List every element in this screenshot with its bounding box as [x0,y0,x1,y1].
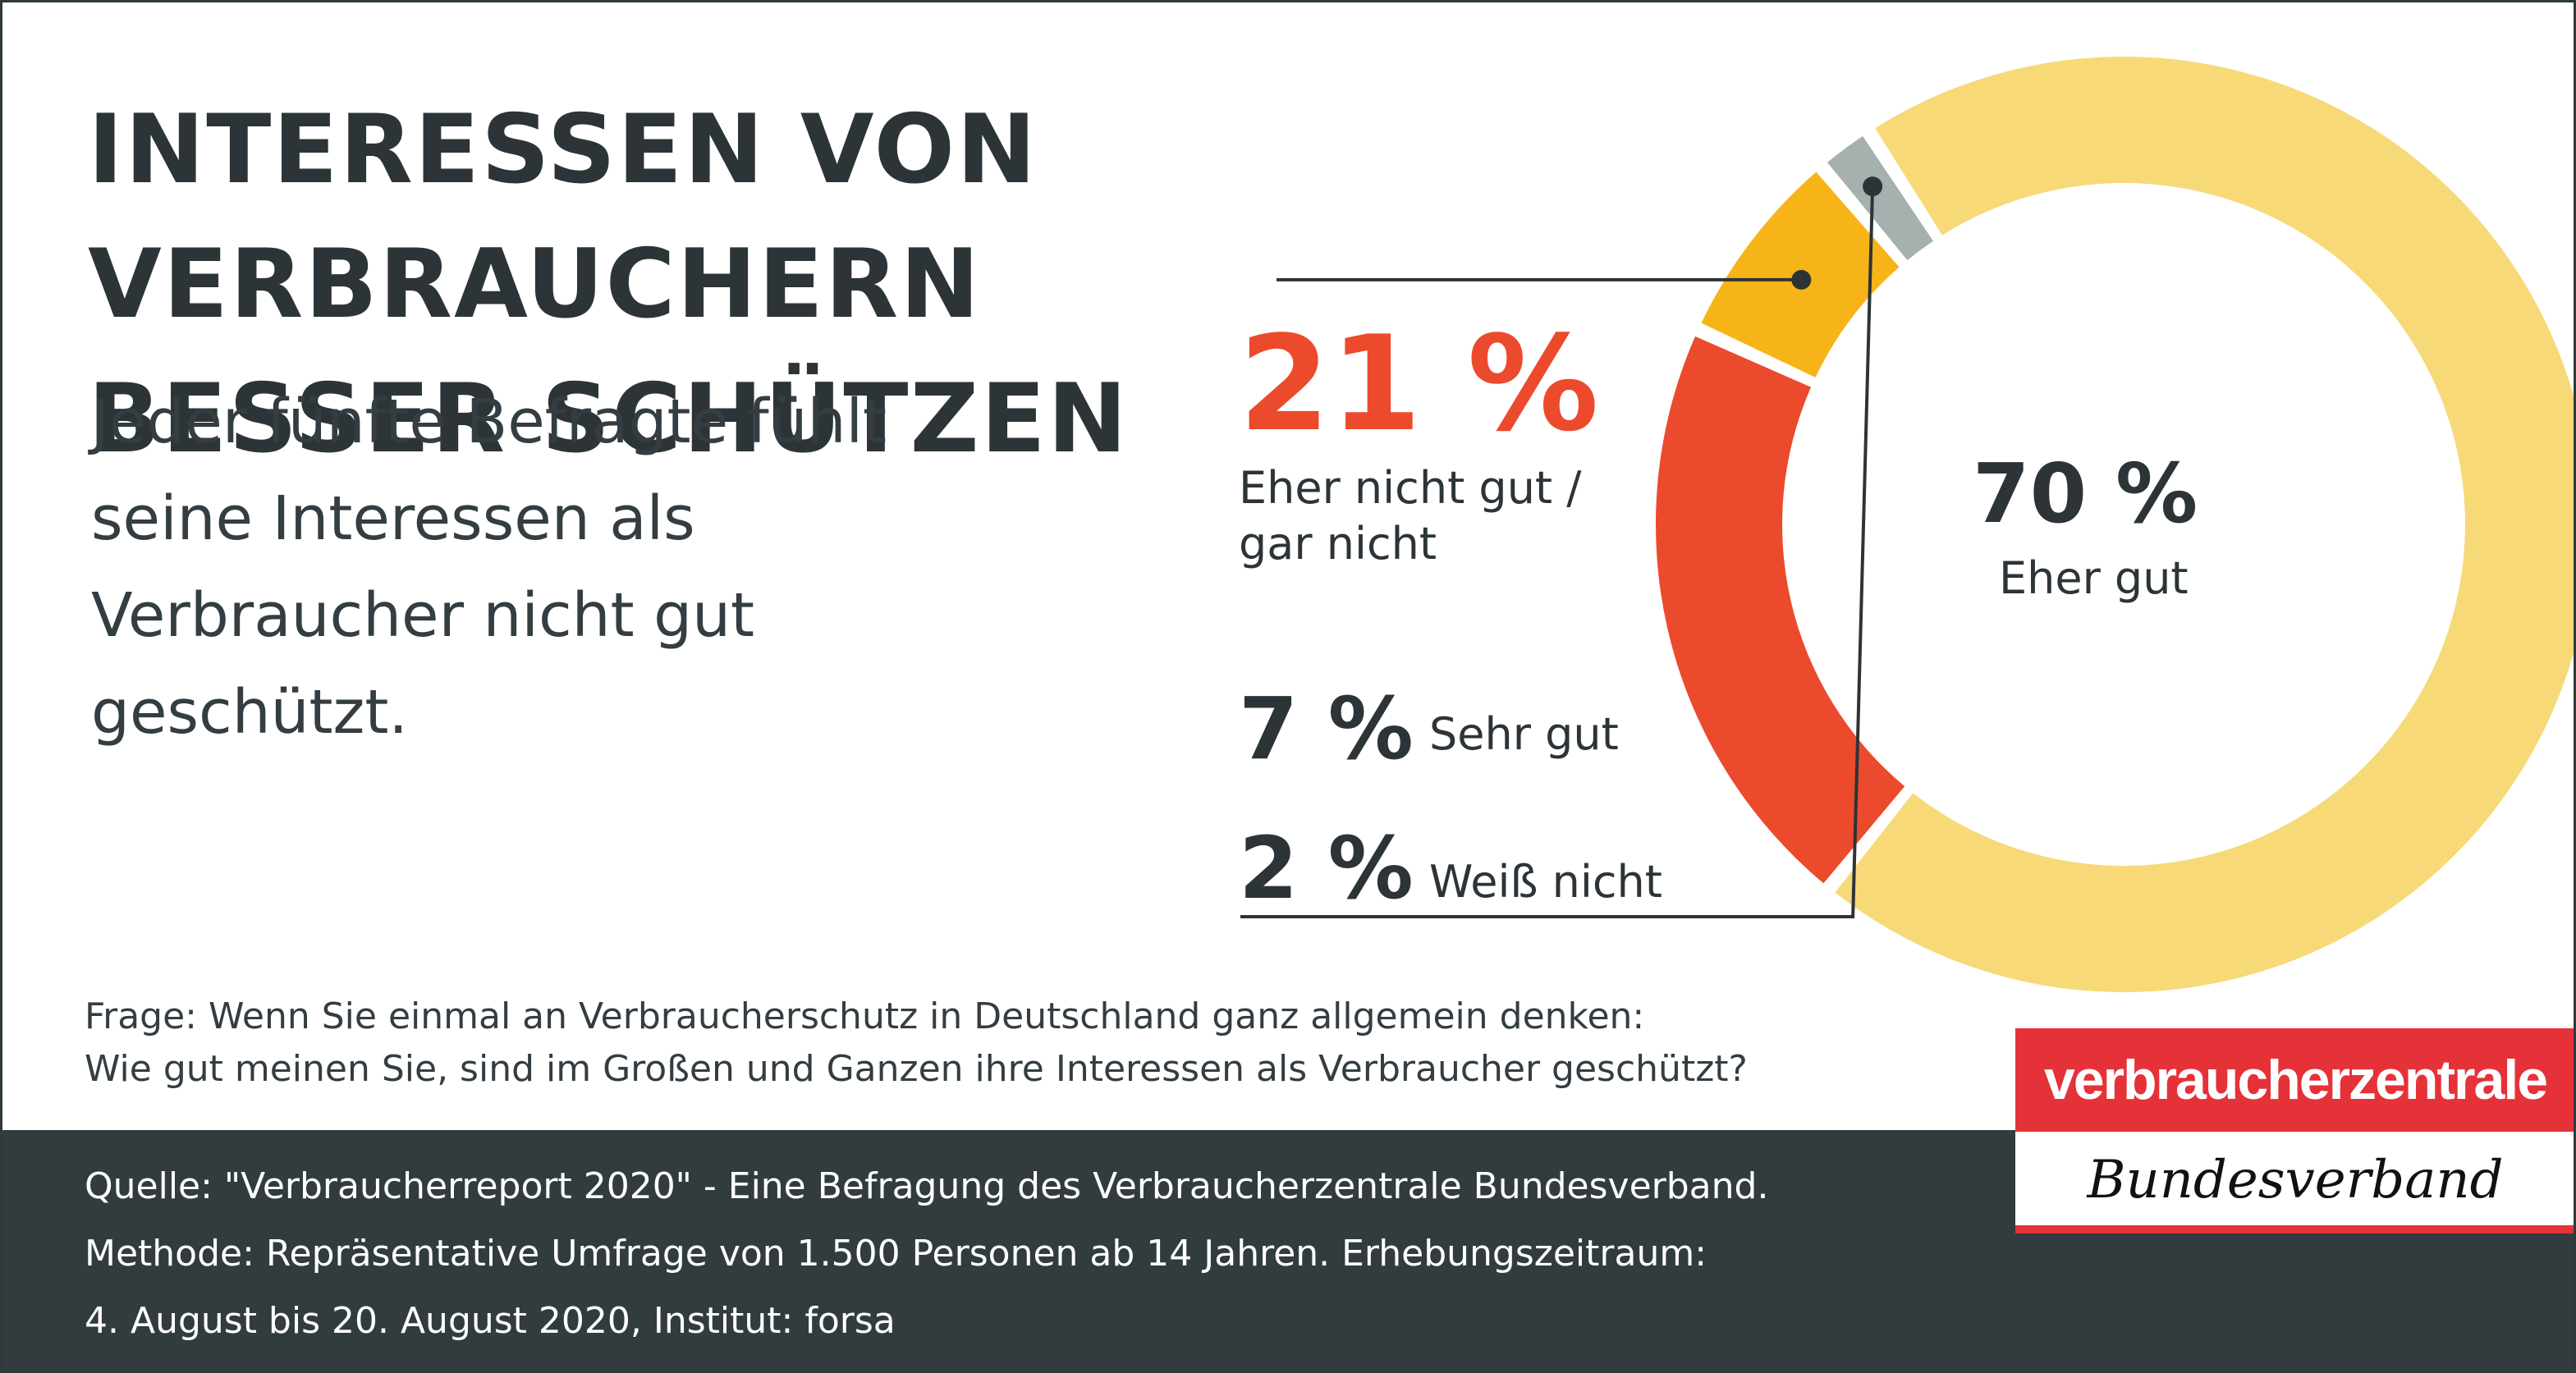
survey-question: Frage: Wenn Sie einmal an Verbrauchersch… [85,991,1748,1096]
logo-subline: Bundesverband [2015,1132,2574,1225]
source-line-2: Methode: Repräsentative Umfrage von 1.50… [85,1233,1707,1275]
category-label-eher-gut: Eher gut [1999,552,2189,604]
title-line-2: BESSER SCHÜTZEN [88,364,1129,474]
category-label-nicht-gut-1: Eher nicht gut / [1239,462,1582,514]
source-line-1: Quelle: "Verbraucherreport 2020" - Eine … [85,1165,1769,1207]
vzbv-logo: verbraucherzentrale Bundesverband [2015,1028,2574,1233]
source-line-3: 4. August bis 20. August 2020, Institut:… [85,1300,896,1342]
title-line-1: INTERESSEN VON VERBRAUCHERN [88,94,1038,340]
category-label-weiss-nicht: Weiß nicht [1429,856,1662,908]
value-label-nicht-gut: 21 % [1239,307,1599,460]
question-line-1: Frage: Wenn Sie einmal an Verbrauchersch… [85,995,1645,1037]
value-label-weiss-nicht: 2 % [1239,818,1414,918]
value-label-sehr-gut: 7 % [1239,679,1414,779]
source-note: Quelle: "Verbraucherreport 2020" - Eine … [85,1153,1768,1355]
donut-segment-eher-gut [1835,57,2574,992]
logo-stripe [2015,1225,2574,1233]
logo-wordmark: verbraucherzentrale [2015,1028,2574,1132]
category-label-sehr-gut: Sehr gut [1429,708,1619,760]
page-title: INTERESSEN VON VERBRAUCHERN BESSER SCHÜT… [88,83,1812,487]
donut-segment-weiß-nicht [1827,135,1933,261]
subtitle: Jeder fünfte Befragte fühlt seine Intere… [91,387,887,748]
question-line-2: Wie gut meinen Sie, sind im Großen und G… [85,1048,1748,1090]
value-label-eher-gut: 70 % [1973,446,2198,542]
category-label-nicht-gut-2: gar nicht [1239,518,1437,570]
leader-dot-weiss-nicht [1863,176,1883,197]
